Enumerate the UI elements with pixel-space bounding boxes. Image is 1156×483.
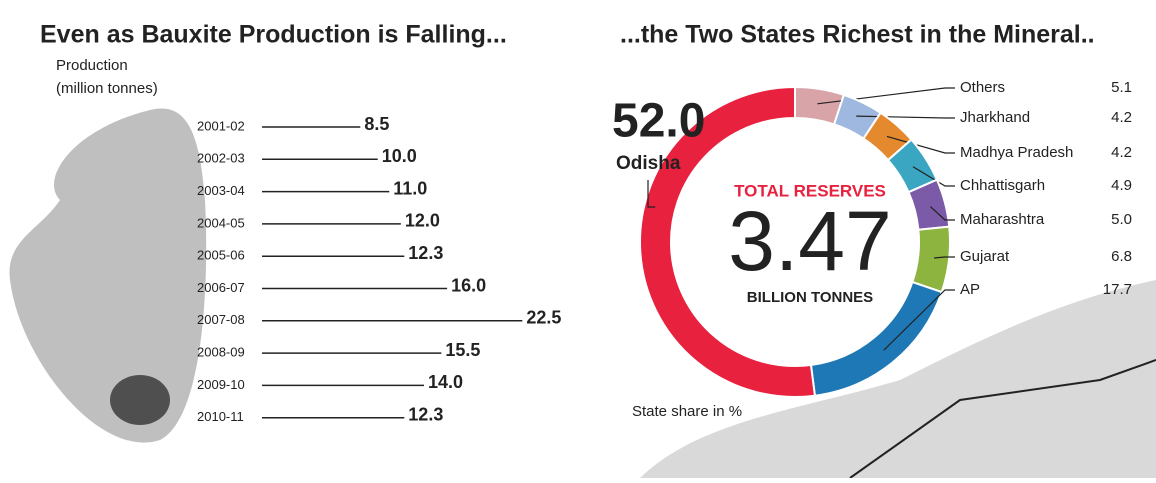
value-label: 12.0: [405, 211, 440, 231]
value-label: 10.0: [382, 146, 417, 166]
note: State share in %: [632, 403, 742, 420]
legend-label: Chhattisgarh: [960, 177, 1045, 194]
total: 3.47: [728, 194, 892, 288]
value-label: 17.7: [1103, 281, 1132, 298]
odisha-label: Odisha: [616, 153, 681, 174]
value-label: 22.5: [526, 308, 561, 328]
legend-label: Others: [960, 79, 1005, 96]
legend-label: Maharashtra: [960, 211, 1045, 228]
value-label: 5.0: [1111, 211, 1132, 228]
left-title: Even as Bauxite Production is Falling...: [40, 21, 507, 49]
rock-image: [10, 108, 207, 442]
legend-label: Gujarat: [960, 248, 1010, 265]
category-label: 2009-10: [197, 377, 245, 392]
category-label: 2001-02: [197, 118, 245, 133]
category-label: 2006-07: [197, 280, 245, 295]
value-label: 12.3: [408, 404, 443, 424]
right-title: ...the Two States Richest in the Mineral…: [620, 21, 1095, 49]
category-label: 2004-05: [197, 215, 245, 230]
value-label: 12.3: [408, 243, 443, 263]
value-label: 11.0: [393, 178, 427, 198]
category-label: 2002-03: [197, 151, 245, 166]
value-label: 16.0: [451, 275, 486, 295]
value-label: 4.9: [1111, 177, 1132, 194]
category-label: 2010-11: [197, 409, 244, 424]
donut-slice: [912, 227, 950, 292]
category-label: 2007-08: [197, 312, 245, 327]
category-label: 2003-04: [197, 183, 245, 198]
value-label: 4.2: [1111, 144, 1132, 161]
category-label: 2005-06: [197, 248, 245, 263]
infographic: Even as Bauxite Production is Falling...…: [0, 0, 1156, 478]
legend-label: AP: [960, 281, 980, 298]
value-label: 4.2: [1111, 109, 1132, 126]
value-label: 5.1: [1111, 79, 1132, 96]
center-unit: BILLION TONNES: [747, 289, 873, 306]
legend-label: Madhya Pradesh: [960, 144, 1073, 161]
value-label: 14.0: [428, 372, 463, 392]
value-label: 15.5: [445, 340, 480, 360]
rock-shadow: [110, 375, 170, 425]
value-label: 8.5: [364, 114, 389, 134]
legend-label: Jharkhand: [960, 109, 1030, 126]
unit-label: (million tonnes): [56, 80, 158, 97]
category-label: 2008-09: [197, 345, 245, 360]
axis-label: Production: [56, 57, 128, 74]
odisha-value: 52.0: [612, 95, 705, 148]
value-label: 6.8: [1111, 248, 1132, 265]
